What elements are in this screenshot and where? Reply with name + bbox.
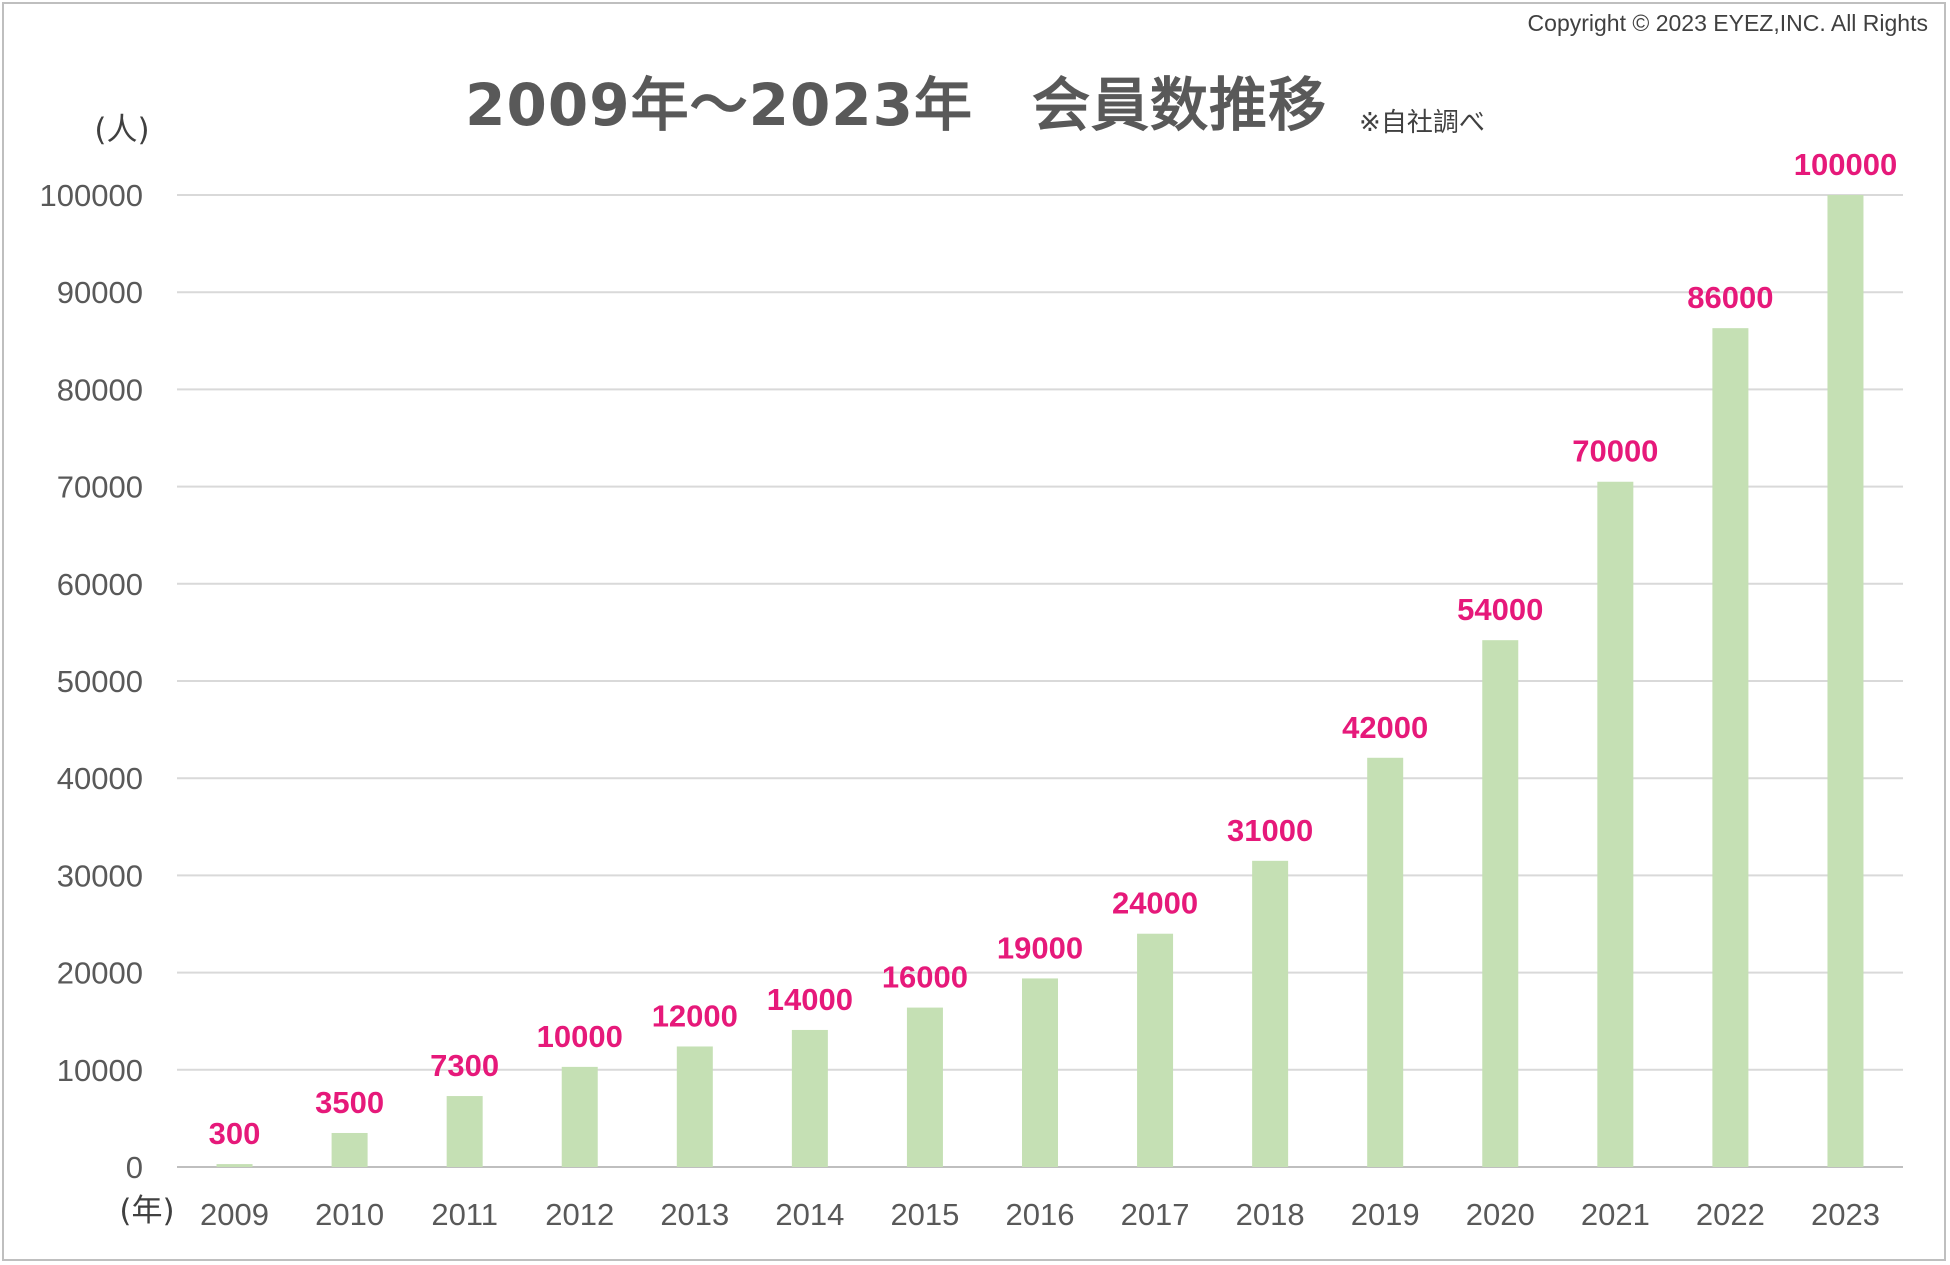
data-label-2021: 70000 bbox=[1572, 434, 1658, 469]
x-tick-label: 2021 bbox=[1581, 1197, 1650, 1232]
bar-2019 bbox=[1367, 757, 1404, 1167]
y-axis-ticks: 0 10000 20000 30000 40000 50000 60000 70000 8000… bbox=[40, 178, 143, 1185]
y-tick-label: 100000 bbox=[40, 178, 143, 213]
x-tick-label: 2016 bbox=[1006, 1197, 1075, 1232]
x-tick-label: 2013 bbox=[660, 1197, 729, 1232]
bar-2017 bbox=[1137, 933, 1174, 1167]
bar-2011 bbox=[446, 1096, 483, 1167]
bar-2009 bbox=[216, 1164, 253, 1167]
data-label-2023: 100000 bbox=[1794, 147, 1897, 182]
y-tick-label: 20000 bbox=[57, 956, 143, 991]
bar-2013 bbox=[676, 1046, 713, 1167]
x-tick-label: 2019 bbox=[1351, 1197, 1420, 1232]
x-tick-label: 2012 bbox=[545, 1197, 614, 1232]
y-tick-label: 10000 bbox=[57, 1053, 143, 1088]
bar-2022 bbox=[1712, 328, 1749, 1167]
x-tick-label: 2014 bbox=[775, 1197, 844, 1232]
data-label-2020: 54000 bbox=[1457, 592, 1543, 627]
data-label-2019: 42000 bbox=[1342, 710, 1428, 745]
bar-2023 bbox=[1827, 195, 1864, 1167]
data-label-2016: 19000 bbox=[997, 930, 1083, 965]
bar-2016 bbox=[1022, 978, 1058, 1167]
chart-title: 2009年～2023年 会員数推移 bbox=[465, 71, 1328, 139]
y-tick-label: 90000 bbox=[57, 275, 143, 310]
bar-2010 bbox=[331, 1132, 368, 1167]
y-tick-label: 70000 bbox=[57, 470, 143, 505]
data-label-2022: 86000 bbox=[1687, 280, 1773, 315]
bar-2012 bbox=[561, 1066, 598, 1167]
y-tick-label: 40000 bbox=[57, 761, 143, 796]
x-tick-label: 2023 bbox=[1811, 1197, 1880, 1232]
y-tick-label: 30000 bbox=[57, 858, 143, 893]
x-tick-label: 2011 bbox=[431, 1197, 498, 1232]
y-tick-label: 50000 bbox=[57, 664, 143, 699]
x-tick-label: 2018 bbox=[1236, 1197, 1305, 1232]
y-tick-label: 80000 bbox=[57, 372, 143, 407]
x-axis-unit: (年) bbox=[119, 1193, 174, 1229]
x-tick-label: 2020 bbox=[1466, 1197, 1535, 1232]
data-label-2014: 14000 bbox=[767, 982, 853, 1017]
x-tick-label: 2010 bbox=[315, 1197, 384, 1232]
x-tick-label: 2017 bbox=[1121, 1197, 1190, 1232]
chart-subtitle: ※自社調べ bbox=[1359, 108, 1485, 138]
bar-2021 bbox=[1597, 481, 1634, 1167]
data-label-2018: 31000 bbox=[1227, 813, 1313, 848]
data-label-2009: 300 bbox=[209, 1116, 261, 1151]
data-labels: 300 3500 7300 10000 12000 14000 16000 19000 2400… bbox=[209, 147, 1898, 1151]
bar-2020 bbox=[1482, 640, 1519, 1167]
x-tick-label: 2009 bbox=[200, 1197, 269, 1232]
data-label-2011: 7300 bbox=[430, 1048, 499, 1083]
data-label-2013: 12000 bbox=[652, 998, 738, 1033]
x-axis-ticks: 2009 2010 2011 2012 2013 2014 2015 2016 2017 2018… bbox=[200, 1197, 1880, 1232]
data-label-2017: 24000 bbox=[1112, 886, 1198, 921]
bar-2014 bbox=[791, 1029, 828, 1167]
x-tick-label: 2015 bbox=[890, 1197, 959, 1232]
y-tick-label: 60000 bbox=[57, 567, 143, 602]
data-label-2015: 16000 bbox=[882, 960, 968, 995]
data-label-2012: 10000 bbox=[537, 1019, 623, 1054]
bar-2015 bbox=[906, 1007, 943, 1167]
y-tick-label: 0 bbox=[126, 1150, 143, 1185]
x-tick-label: 2022 bbox=[1696, 1197, 1765, 1232]
bars bbox=[216, 195, 1864, 1167]
data-label-2010: 3500 bbox=[315, 1085, 384, 1120]
chart-title-block: 2009年～2023年 会員数推移 ※自社調べ bbox=[0, 58, 1950, 142]
copyright-text: Copyright © 2023 EYEZ,INC. All Rights bbox=[1527, 10, 1928, 36]
bar-2018 bbox=[1252, 860, 1289, 1167]
y-axis-unit: (人) bbox=[94, 112, 149, 148]
